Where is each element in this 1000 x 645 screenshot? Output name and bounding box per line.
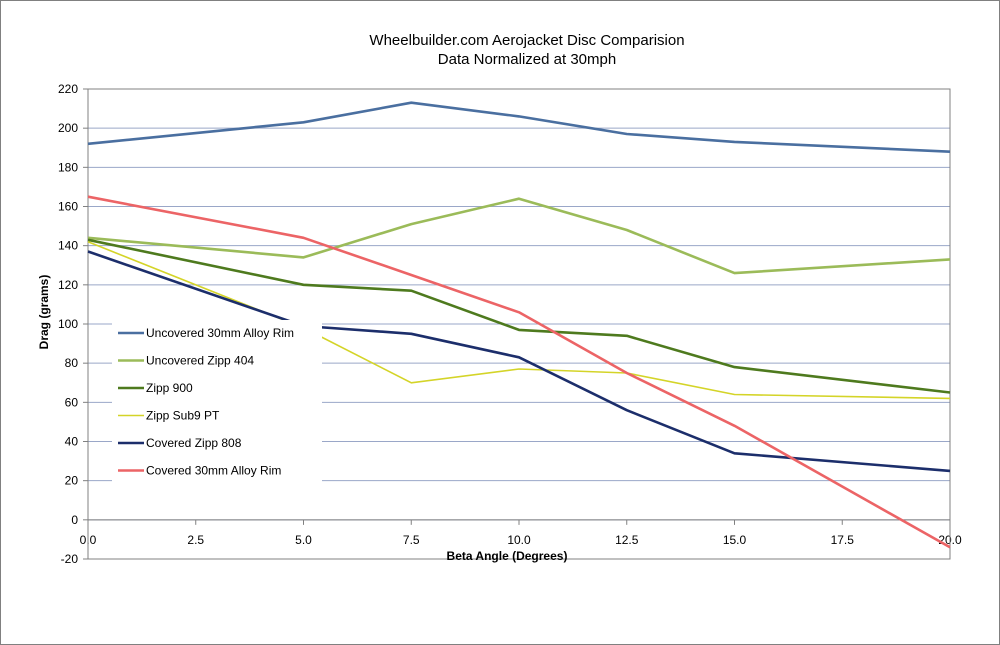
legend-entry: Zipp 900 [146, 381, 193, 395]
y-tick-label: 60 [65, 395, 79, 409]
legend-background [112, 320, 322, 515]
x-tick-label: 5.0 [295, 533, 312, 547]
x-tick-label: 15.0 [723, 533, 747, 547]
legend-entry: Uncovered 30mm Alloy Rim [146, 326, 294, 340]
y-tick-label: 20 [65, 474, 79, 488]
x-tick-label: 10.0 [507, 533, 531, 547]
y-tick-label: 100 [58, 317, 78, 331]
series-line [87, 197, 951, 275]
y-tick-label: 200 [58, 121, 78, 135]
legend-entry: Uncovered Zipp 404 [146, 354, 254, 368]
y-tick-label: 140 [58, 239, 78, 253]
x-tick-label: 17.5 [831, 533, 855, 547]
x-axis-label: Beta Angle (Degrees) [447, 549, 568, 563]
y-axis-label: Drag (grams) [37, 275, 51, 350]
y-tick-label: 0 [71, 513, 78, 527]
y-tick-label: 160 [58, 200, 78, 214]
legend: Uncovered 30mm Alloy Rim Uncovered Zipp 4… [118, 326, 294, 478]
y-axis-ticks: -20 0 20 40 60 80 100 120 140 160 180 200 220 [58, 82, 88, 566]
x-tick-label: 2.5 [187, 533, 204, 547]
y-tick-label: 120 [58, 278, 78, 292]
y-tick-label: -20 [61, 552, 79, 566]
series-line [87, 195, 951, 549]
legend-entry: Zipp Sub9 PT [146, 409, 220, 423]
legend-entry: Covered 30mm Alloy Rim [146, 464, 281, 478]
y-tick-label: 220 [58, 82, 78, 96]
x-axis-ticks: 0.0 2.5 5.0 7.5 10.0 12.5 15.0 17.5 20.0 [80, 519, 962, 547]
y-tick-label: 80 [65, 356, 79, 370]
y-tick-label: 40 [65, 435, 79, 449]
series-line [87, 101, 951, 153]
series-line [87, 238, 951, 394]
plot-area [87, 88, 951, 560]
x-tick-label: 12.5 [615, 533, 639, 547]
legend-entry: Covered Zipp 808 [146, 436, 242, 450]
chart-subtitle: Data Normalized at 30mph [438, 51, 616, 68]
y-tick-label: 180 [58, 160, 78, 174]
x-tick-label: 7.5 [403, 533, 420, 547]
chart-title: Wheelbuilder.com Aerojacket Disc Compari… [369, 32, 684, 49]
